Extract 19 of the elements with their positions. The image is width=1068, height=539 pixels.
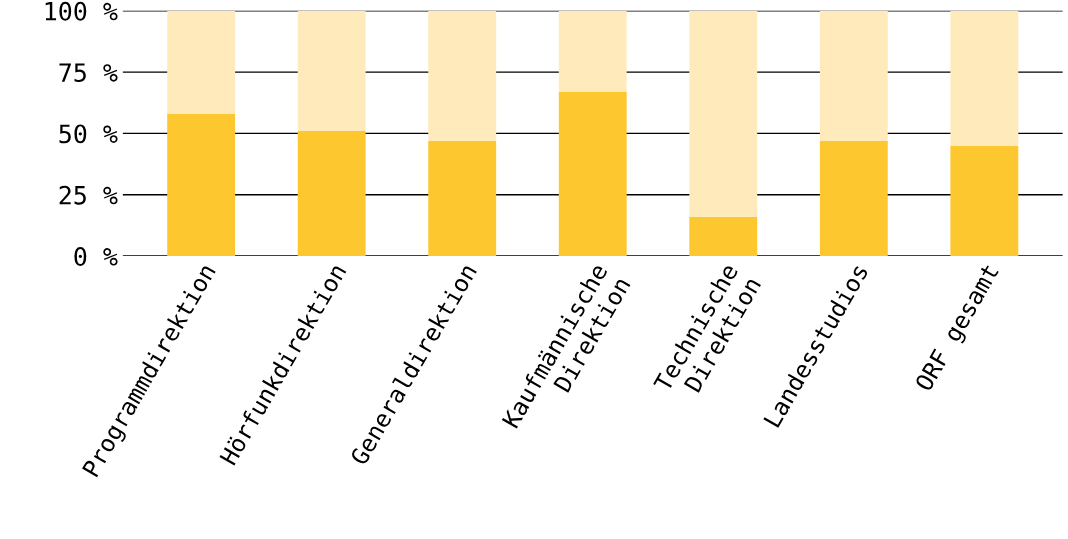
bar	[689, 10, 758, 217]
y-tick-label: 25 %	[59, 185, 118, 205]
y-tick-label: 100 %	[45, 1, 118, 21]
bar	[950, 145, 1019, 257]
bar	[297, 130, 366, 257]
bar	[819, 10, 888, 141]
y-tick-label: 0 %	[74, 247, 118, 266]
bar	[558, 10, 627, 92]
bar	[689, 216, 758, 257]
bar	[428, 10, 497, 141]
bar	[428, 140, 497, 257]
bar	[819, 140, 888, 257]
y-tick-label: 50 %	[59, 124, 118, 144]
bar	[558, 91, 627, 257]
y-tick-label: 75 %	[59, 63, 118, 83]
bar	[950, 10, 1019, 146]
bar	[297, 10, 366, 131]
bar	[167, 113, 236, 257]
bar	[167, 10, 236, 114]
